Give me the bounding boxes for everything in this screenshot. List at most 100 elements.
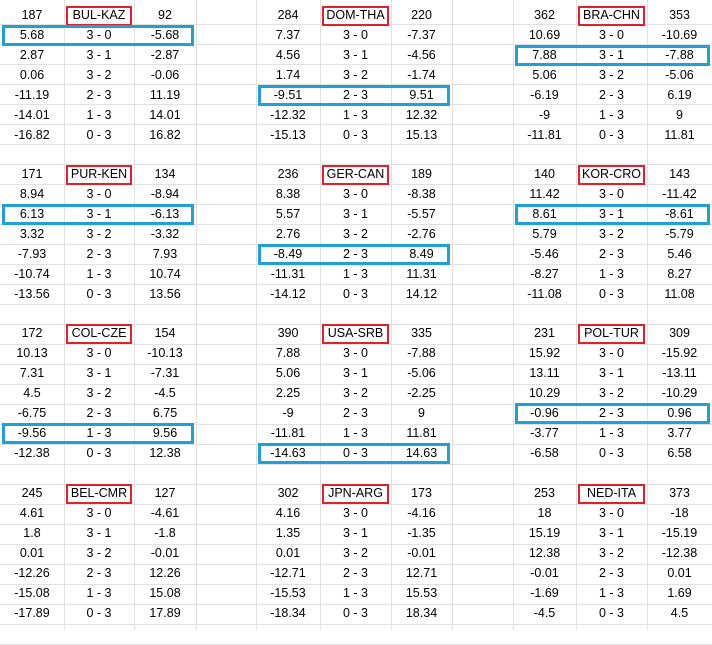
away-margin-cell[interactable]: -5.06	[407, 366, 436, 380]
away-margin-cell[interactable]: 11.08	[664, 287, 695, 301]
set-score-cell[interactable]: 0 - 3	[342, 128, 368, 142]
home-margin-cell[interactable]: -13.56	[14, 287, 50, 301]
away-margin-cell[interactable]: -5.68	[150, 28, 180, 42]
set-score-cell[interactable]: 1 - 3	[598, 426, 624, 440]
set-score-cell[interactable]: 1 - 3	[598, 108, 624, 122]
away-margin-cell[interactable]: 12.38	[149, 446, 181, 460]
header-right-value[interactable]: 335	[411, 326, 432, 340]
home-margin-cell[interactable]: -12.26	[14, 566, 50, 580]
away-margin-cell[interactable]: -1.35	[407, 526, 436, 540]
set-score-cell[interactable]: 1 - 3	[342, 108, 368, 122]
home-margin-cell[interactable]: 15.92	[528, 346, 561, 360]
away-margin-cell[interactable]: 18.34	[405, 606, 438, 620]
away-margin-cell[interactable]: 7.93	[152, 247, 178, 261]
home-margin-cell[interactable]: -4.5	[533, 606, 556, 620]
home-margin-cell[interactable]: -9.56	[17, 426, 47, 440]
home-margin-cell[interactable]: 4.61	[19, 506, 45, 520]
set-score-cell[interactable]: 3 - 1	[598, 48, 624, 62]
away-margin-cell[interactable]: 9	[676, 108, 683, 122]
home-margin-cell[interactable]: -1.69	[530, 586, 559, 600]
header-right-value[interactable]: 173	[411, 486, 432, 500]
header-right-value[interactable]: 143	[669, 167, 690, 181]
away-margin-cell[interactable]: -8.94	[150, 187, 180, 201]
home-margin-cell[interactable]: -10.74	[14, 267, 50, 281]
set-score-cell[interactable]: 1 - 3	[86, 586, 112, 600]
header-right-value[interactable]: 154	[154, 326, 176, 340]
set-score-cell[interactable]: 1 - 3	[598, 267, 624, 281]
away-margin-cell[interactable]: -0.06	[150, 68, 180, 82]
home-margin-cell[interactable]: 7.88	[275, 346, 301, 360]
away-margin-cell[interactable]: 15.13	[405, 128, 438, 142]
matchup-title[interactable]: BEL-CMR	[70, 486, 128, 500]
set-score-cell[interactable]: 3 - 1	[342, 207, 368, 221]
away-margin-cell[interactable]: -1.74	[407, 68, 436, 82]
away-margin-cell[interactable]: -8.61	[665, 207, 694, 221]
away-margin-cell[interactable]: 12.71	[405, 566, 438, 580]
set-score-cell[interactable]: 3 - 2	[342, 546, 368, 560]
away-margin-cell[interactable]: 9.51	[409, 88, 434, 102]
home-margin-cell[interactable]: -16.82	[14, 128, 50, 142]
away-margin-cell[interactable]: -12.38	[661, 546, 698, 560]
set-score-cell[interactable]: 3 - 0	[598, 28, 624, 42]
header-right-value[interactable]: 309	[669, 326, 690, 340]
away-margin-cell[interactable]: -10.69	[661, 28, 698, 42]
home-margin-cell[interactable]: -6.75	[17, 406, 47, 420]
away-margin-cell[interactable]: 6.19	[667, 88, 692, 102]
away-margin-cell[interactable]: -4.56	[407, 48, 436, 62]
away-margin-cell[interactable]: -11.42	[662, 187, 697, 201]
set-score-cell[interactable]: 3 - 2	[598, 227, 624, 241]
set-score-cell[interactable]: 3 - 0	[598, 506, 624, 520]
away-margin-cell[interactable]: -7.31	[150, 366, 180, 380]
matchup-title[interactable]: USA-SRB	[327, 326, 384, 340]
home-margin-cell[interactable]: 4.16	[275, 506, 301, 520]
away-margin-cell[interactable]: -7.88	[665, 48, 694, 62]
set-score-cell[interactable]: 0 - 3	[598, 287, 624, 301]
header-right-value[interactable]: 92	[158, 8, 172, 22]
away-margin-cell[interactable]: 11.31	[406, 267, 437, 281]
home-margin-cell[interactable]: -0.96	[530, 406, 559, 420]
set-score-cell[interactable]: 2 - 3	[86, 566, 112, 580]
set-score-cell[interactable]: 3 - 2	[342, 227, 368, 241]
set-score-cell[interactable]: 2 - 3	[86, 247, 112, 261]
away-margin-cell[interactable]: 15.53	[405, 586, 438, 600]
home-margin-cell[interactable]: 7.37	[275, 28, 301, 42]
header-left-value[interactable]: 171	[21, 167, 43, 181]
home-margin-cell[interactable]: -6.58	[530, 446, 559, 460]
home-margin-cell[interactable]: -14.01	[14, 108, 50, 122]
set-score-cell[interactable]: 1 - 3	[86, 108, 112, 122]
set-score-cell[interactable]: 3 - 0	[342, 28, 368, 42]
set-score-cell[interactable]: 3 - 1	[598, 526, 624, 540]
set-score-cell[interactable]: 2 - 3	[342, 88, 368, 102]
home-margin-cell[interactable]: -8.49	[273, 247, 303, 261]
home-margin-cell[interactable]: 2.25	[275, 386, 301, 400]
header-left-value[interactable]: 302	[277, 486, 299, 500]
home-margin-cell[interactable]: -6.19	[530, 88, 559, 102]
home-margin-cell[interactable]: 7.31	[19, 366, 45, 380]
home-margin-cell[interactable]: -15.53	[270, 586, 306, 600]
away-margin-cell[interactable]: 11.81	[664, 128, 695, 142]
set-score-cell[interactable]: 2 - 3	[342, 247, 368, 261]
away-margin-cell[interactable]: -2.87	[150, 48, 180, 62]
home-margin-cell[interactable]: -12.38	[14, 446, 50, 460]
home-margin-cell[interactable]: 3.32	[19, 227, 45, 241]
away-margin-cell[interactable]: 12.26	[149, 566, 181, 580]
home-margin-cell[interactable]: 6.13	[19, 207, 45, 221]
home-margin-cell[interactable]: -11.81	[527, 128, 562, 142]
matchup-title[interactable]: NED-ITA	[586, 486, 637, 500]
away-margin-cell[interactable]: 10.74	[149, 267, 181, 281]
header-left-value[interactable]: 245	[21, 486, 43, 500]
matchup-title[interactable]: GER-CAN	[326, 167, 385, 181]
home-margin-cell[interactable]: 10.69	[528, 28, 561, 42]
set-score-cell[interactable]: 3 - 0	[342, 346, 368, 360]
away-margin-cell[interactable]: -7.88	[407, 346, 436, 360]
header-right-value[interactable]: 373	[669, 486, 690, 500]
home-margin-cell[interactable]: -8.27	[530, 267, 559, 281]
away-margin-cell[interactable]: 6.58	[667, 446, 692, 460]
set-score-cell[interactable]: 0 - 3	[86, 287, 112, 301]
set-score-cell[interactable]: 0 - 3	[86, 128, 112, 142]
set-score-cell[interactable]: 3 - 0	[598, 187, 624, 201]
set-score-cell[interactable]: 3 - 2	[86, 227, 112, 241]
matchup-title[interactable]: BUL-KAZ	[72, 8, 126, 22]
set-score-cell[interactable]: 2 - 3	[598, 247, 624, 261]
